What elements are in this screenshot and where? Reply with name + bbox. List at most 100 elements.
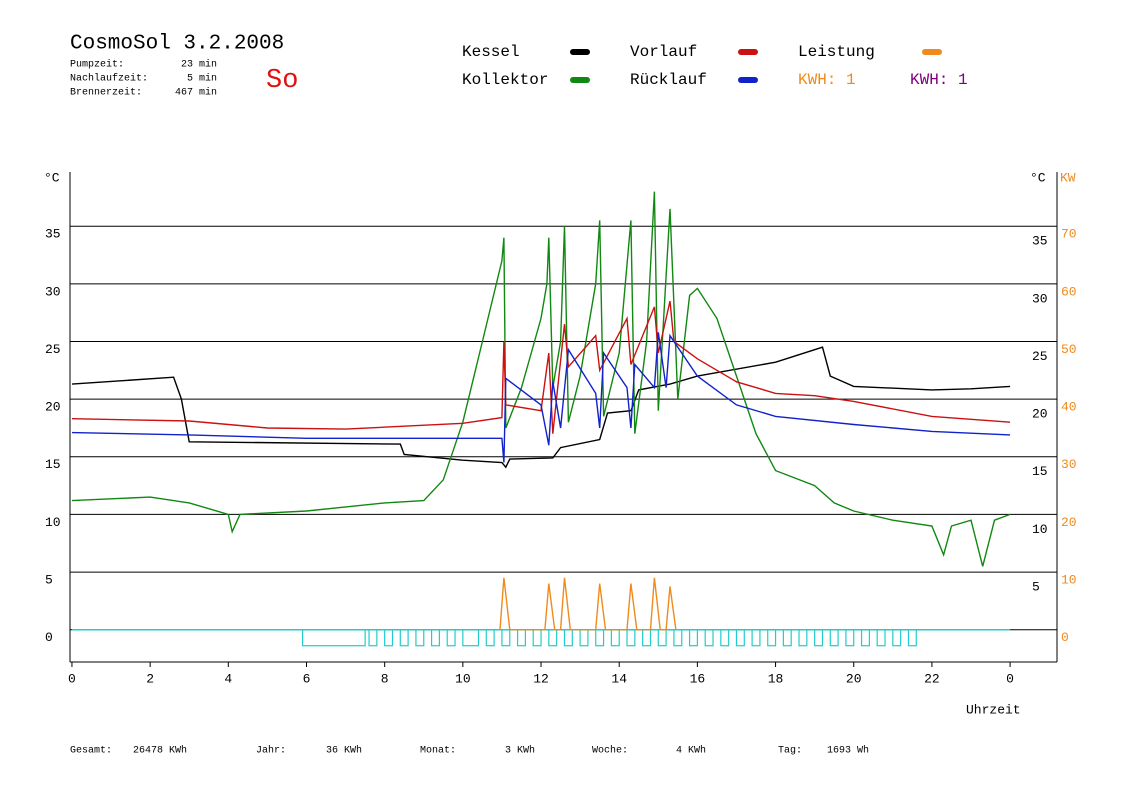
pump-interval (845, 629, 855, 647)
y-tick-label: 10 (45, 515, 61, 530)
y2-tick-label: 50 (1061, 342, 1077, 357)
y-axis-right-unit: °C (1030, 170, 1046, 185)
y2-tick-label: 0 (1061, 630, 1069, 645)
kwh-label: KWH: 1 (910, 71, 968, 89)
x-tick-label: 10 (455, 671, 471, 686)
info-label: Brennerzeit: (70, 87, 142, 99)
y-right-tick-label: 20 (1032, 407, 1048, 422)
pump-interval (516, 629, 526, 647)
y2-axis-unit: KW (1060, 170, 1076, 185)
y-right-tick-label: 10 (1032, 522, 1048, 537)
info-label: Pumpzeit: (70, 59, 124, 71)
kwh-label: KWH: 1 (798, 71, 856, 89)
footer-value: 3 KWh (505, 745, 535, 757)
x-tick-label: 22 (924, 671, 940, 686)
pump-interval (688, 629, 698, 647)
y-right-tick-label: 5 (1032, 580, 1040, 595)
pump-interval (642, 629, 652, 647)
footer-label: Tag: (778, 746, 802, 757)
pump-interval (876, 629, 886, 647)
legend-marker (570, 77, 590, 83)
series-line (499, 577, 677, 631)
pump-interval (610, 629, 620, 647)
pump-interval (501, 629, 511, 647)
legend-label: Kollektor (462, 71, 548, 89)
pump-interval (579, 629, 589, 647)
pump-interval (446, 629, 456, 647)
legend-label: Vorlauf (630, 43, 697, 61)
y-tick-label: 35 (45, 227, 61, 242)
y-tick-label: 20 (45, 400, 61, 415)
pump-interval (548, 629, 558, 647)
pump-interval (532, 629, 542, 647)
pump-interval (430, 629, 440, 647)
pump-interval (673, 629, 683, 647)
pump-interval (415, 629, 425, 647)
pump-interval (782, 629, 792, 647)
y-tick-label: 30 (45, 284, 61, 299)
y-axis-unit: °C (44, 170, 60, 185)
legend-label: Leistung (798, 43, 875, 61)
footer-label: Gesamt: (70, 746, 112, 757)
info-label: Nachlaufzeit: (70, 73, 148, 85)
pump-interval (368, 629, 378, 647)
x-tick-label: 12 (533, 671, 549, 686)
y2-tick-label: 60 (1061, 284, 1077, 299)
x-tick-label: 14 (611, 671, 627, 686)
y2-tick-label: 10 (1061, 573, 1077, 588)
x-tick-label: 6 (303, 671, 311, 686)
footer-value: 4 KWh (676, 745, 706, 757)
footer-label: Monat: (420, 746, 456, 757)
info-value: 467 min (175, 87, 217, 99)
y-tick-label: 15 (45, 457, 61, 472)
x-tick-label: 20 (846, 671, 862, 686)
pump-interval (767, 629, 777, 647)
legend-marker (922, 49, 942, 55)
x-axis-label: Uhrzeit (966, 702, 1021, 717)
pump-interval (798, 629, 808, 647)
footer-value: 36 KWh (326, 745, 362, 757)
y-right-tick-label: 30 (1032, 291, 1048, 306)
pump-interval (563, 629, 573, 647)
pump-interval (829, 629, 839, 647)
footer-value: 1693 Wh (827, 745, 869, 757)
pump-interval (907, 629, 917, 647)
pump-interval (384, 629, 394, 647)
legend-marker (738, 49, 758, 55)
pump-interval (720, 629, 730, 647)
y-tick-label: 5 (45, 573, 53, 588)
x-tick-label: 18 (768, 671, 784, 686)
x-tick-label: 4 (224, 671, 232, 686)
x-tick-label: 8 (381, 671, 389, 686)
footer-label: Jahr: (256, 745, 286, 757)
pump-interval (626, 629, 636, 647)
pump-interval (657, 629, 667, 647)
pump-interval (301, 629, 366, 647)
chart-title: CosmoSol 3.2.2008 (70, 33, 284, 56)
pump-interval (892, 629, 902, 647)
y-tick-label: 25 (45, 342, 61, 357)
y-right-tick-label: 35 (1032, 234, 1048, 249)
pump-interval (704, 629, 714, 647)
y-tick-label: 0 (45, 630, 53, 645)
series-line (71, 191, 1011, 567)
info-value: 23 min (181, 59, 217, 71)
pump-interval (814, 629, 824, 647)
x-tick-label: 0 (1006, 671, 1014, 686)
series-line (71, 332, 1011, 463)
y-right-tick-label: 25 (1032, 349, 1048, 364)
footer-value: 26478 KWh (133, 745, 187, 757)
pump-interval (399, 629, 409, 647)
y2-tick-label: 30 (1061, 457, 1077, 472)
x-tick-label: 2 (146, 671, 154, 686)
legend-label: Kessel (462, 43, 520, 61)
pump-interval (860, 629, 870, 647)
day-label: So (266, 66, 298, 96)
pump-interval (485, 629, 495, 647)
legend-marker (738, 77, 758, 83)
pump-interval (462, 629, 480, 647)
legend-label: Rücklauf (630, 71, 707, 89)
x-tick-label: 0 (68, 671, 76, 686)
y2-tick-label: 70 (1061, 227, 1077, 242)
